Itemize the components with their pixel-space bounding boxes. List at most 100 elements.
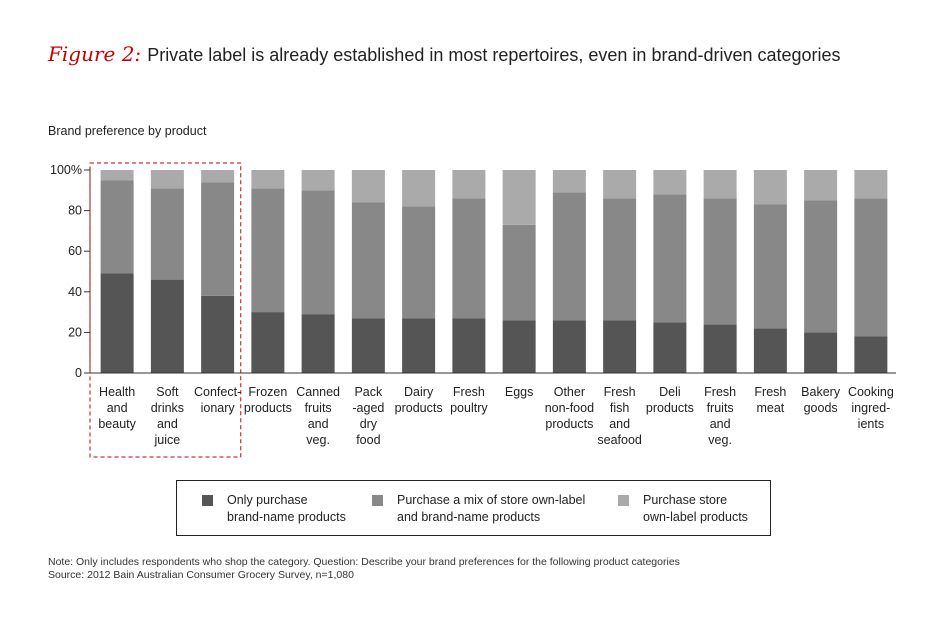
bar-segment-mix — [804, 200, 838, 333]
x-tick-label: products — [545, 417, 593, 431]
legend-item-brand-only: Only purchase brand-name products — [202, 492, 346, 526]
bar-segment-mix — [854, 198, 888, 337]
legend-label-line: Purchase store — [643, 493, 728, 507]
x-tick-label: and — [609, 417, 630, 431]
x-tick-label: and — [710, 417, 731, 431]
bar-segment-mix — [753, 204, 787, 329]
bar-segment-own-label — [753, 170, 787, 205]
x-tick-label: Frozen — [248, 385, 287, 399]
bar-segment-own-label — [201, 170, 235, 183]
legend-label-line: own-label products — [643, 510, 748, 524]
y-tick-label: 100% — [50, 163, 82, 177]
legend-label-line: and brand-name products — [397, 510, 541, 524]
x-tick-label: -aged — [352, 401, 384, 415]
legend-label-line: Only purchase — [227, 493, 308, 507]
bar-segment-brand-only — [301, 314, 335, 373]
bar-segment-brand-only — [150, 279, 184, 373]
bar-segment-brand-only — [351, 318, 385, 373]
legend-label: Purchase store own-label products — [618, 492, 748, 526]
bar-segment-brand-only — [100, 273, 134, 373]
bar-segment-mix — [552, 192, 586, 321]
bar-segment-mix — [703, 198, 737, 325]
bar-segment-mix — [603, 198, 637, 321]
y-tick-label: 40 — [68, 285, 82, 299]
bar-segment-brand-only — [201, 295, 235, 373]
x-tick-label: fruits — [305, 401, 332, 415]
x-tick-label: juice — [154, 433, 181, 447]
bar-segment-own-label — [502, 170, 536, 225]
x-tick-label: Soft — [156, 385, 179, 399]
x-tick-label: veg. — [708, 433, 732, 447]
bars-layer — [100, 170, 888, 373]
x-tick-label: products — [395, 401, 443, 415]
x-tick-label: Fresh — [604, 385, 636, 399]
x-tick-label: poultry — [450, 401, 488, 415]
bar-segment-brand-only — [603, 320, 637, 373]
x-tick-label: Eggs — [505, 385, 534, 399]
bar-segment-own-label — [301, 170, 335, 191]
axes-layer: 0 20 40 60 80 100% — [50, 162, 896, 458]
x-tick-label: and — [308, 417, 329, 431]
x-tick-label: Confect- — [194, 385, 241, 399]
x-tick-label: fish — [610, 401, 630, 415]
x-tick-label: products — [646, 401, 694, 415]
x-labels-layer: Health and beauty Soft drinks and juice Confect… — [98, 385, 893, 447]
bar-segment-brand-only — [552, 320, 586, 373]
bar-segment-own-label — [552, 170, 586, 193]
y-tick-label: 60 — [68, 244, 82, 258]
y-axis-label: Brand preference by product — [48, 124, 207, 138]
legend-item-mix: Purchase a mix of store own-label and br… — [372, 492, 585, 526]
note-text: Note: Only includes respondents who shop… — [48, 556, 680, 568]
x-tick-label: drinks — [151, 401, 184, 415]
x-tick-label: Bakery — [801, 385, 841, 399]
legend-swatch-own-label — [618, 495, 629, 506]
bar-segment-mix — [150, 188, 184, 280]
legend-label-line: Purchase a mix of store own-label — [397, 493, 586, 507]
x-tick-label: veg. — [306, 433, 330, 447]
title-text: Private label is already established in … — [147, 45, 841, 65]
bar-segment-own-label — [251, 170, 285, 189]
x-tick-label: non-food — [545, 401, 594, 415]
bar-segment-own-label — [703, 170, 737, 199]
x-tick-label: Canned — [296, 385, 340, 399]
legend-swatch-brand-only — [202, 495, 213, 506]
bar-segment-mix — [301, 190, 335, 315]
bar-segment-own-label — [854, 170, 888, 199]
bar-segment-own-label — [402, 170, 436, 207]
x-tick-label: meat — [756, 401, 784, 415]
bar-segment-brand-only — [753, 328, 787, 373]
y-tick-label: 0 — [75, 366, 82, 380]
x-tick-label: food — [356, 433, 380, 447]
bar-segment-own-label — [653, 170, 687, 195]
x-tick-label: Deli — [659, 385, 681, 399]
legend: Only purchase brand-name products Purcha… — [176, 480, 771, 536]
figure-label: Figure 2: — [48, 42, 142, 66]
bar-segment-mix — [251, 188, 285, 313]
footnote: Note: Only includes respondents who shop… — [48, 556, 680, 582]
x-tick-label: ingred- — [851, 401, 890, 415]
legend-swatch-mix — [372, 495, 383, 506]
x-tick-label: Fresh — [754, 385, 786, 399]
x-tick-label: ionary — [201, 401, 236, 415]
bar-segment-mix — [402, 206, 436, 319]
legend-item-own-label: Purchase store own-label products — [618, 492, 748, 526]
legend-label-line: brand-name products — [227, 510, 346, 524]
bar-segment-brand-only — [502, 320, 536, 373]
bar-segment-mix — [653, 194, 687, 323]
x-tick-label: Health — [99, 385, 135, 399]
highlight-box — [89, 162, 242, 458]
bar-segment-brand-only — [703, 324, 737, 373]
x-tick-label: beauty — [98, 417, 136, 431]
bar-segment-mix — [502, 224, 536, 321]
x-tick-label: dry — [360, 417, 378, 431]
bar-segment-brand-only — [402, 318, 436, 373]
chart-title: Figure 2: Private label is already establ… — [48, 42, 841, 66]
bar-segment-mix — [351, 202, 385, 319]
legend-label: Purchase a mix of store own-label and br… — [372, 492, 585, 526]
bar-segment-mix — [100, 180, 134, 274]
x-tick-label: products — [244, 401, 292, 415]
bar-segment-brand-only — [854, 336, 888, 373]
bar-segment-brand-only — [251, 312, 285, 373]
bar-segment-own-label — [603, 170, 637, 199]
bar-segment-brand-only — [452, 318, 486, 373]
